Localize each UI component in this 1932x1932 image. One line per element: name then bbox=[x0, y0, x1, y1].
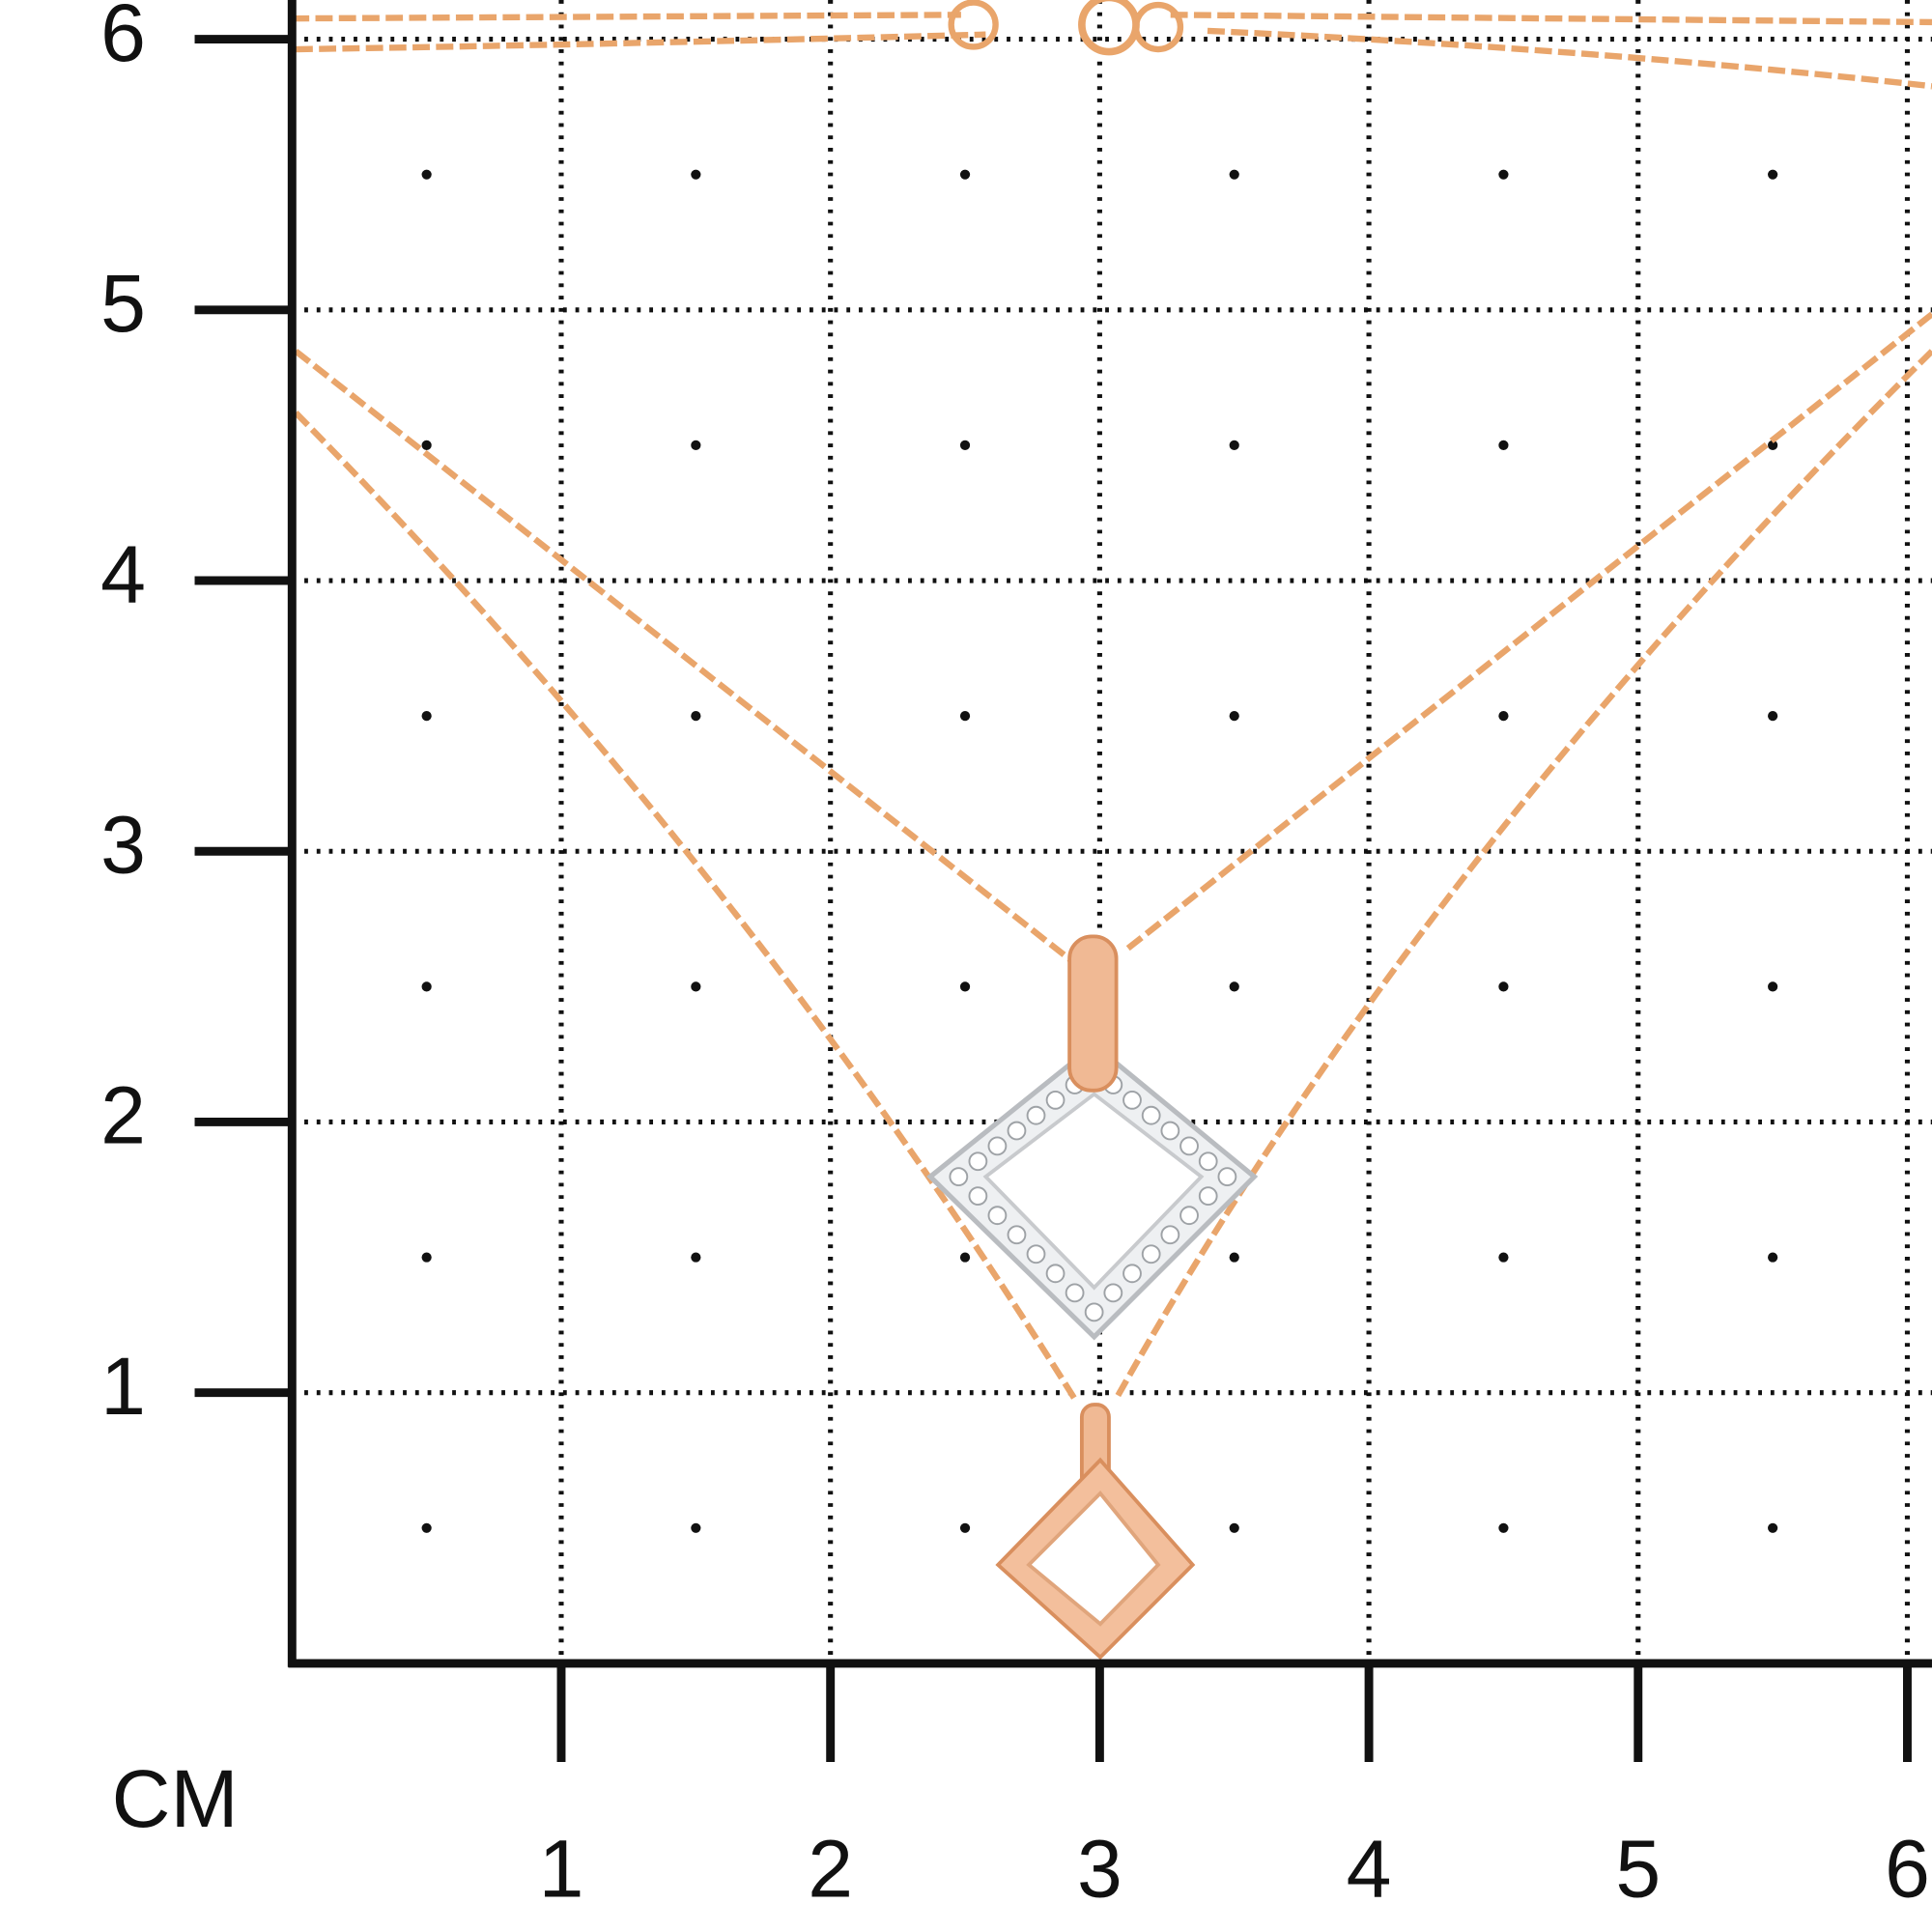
stone bbox=[1141, 1105, 1161, 1125]
grid-dot bbox=[1498, 169, 1509, 180]
stone bbox=[1160, 1225, 1180, 1245]
pendant bbox=[926, 934, 1259, 1341]
grid-dot bbox=[421, 711, 432, 722]
grid-dot bbox=[959, 1522, 971, 1533]
chain bbox=[293, 411, 1077, 1401]
grid-dot bbox=[1768, 440, 1778, 451]
stone bbox=[1198, 1151, 1218, 1172]
grid-dot bbox=[959, 711, 971, 722]
bail bbox=[1067, 934, 1119, 1093]
stone bbox=[1122, 1264, 1142, 1284]
chain bbox=[292, 12, 1932, 26]
stone bbox=[1084, 1302, 1104, 1322]
grid-dot bbox=[1498, 1522, 1509, 1533]
y-tick-label: 4 bbox=[100, 528, 146, 619]
grid-dot bbox=[959, 440, 971, 451]
clasp-ring bbox=[948, 0, 999, 50]
grid bbox=[292, 0, 1932, 1663]
grid-dot bbox=[1498, 981, 1509, 992]
grid-dot bbox=[1498, 440, 1509, 451]
stone bbox=[1065, 1283, 1085, 1303]
grid-dot bbox=[959, 1252, 971, 1263]
stone bbox=[1179, 1206, 1199, 1226]
grid-dot bbox=[1498, 711, 1509, 722]
grid-dot bbox=[421, 440, 432, 451]
stone bbox=[1007, 1121, 1027, 1141]
drop-pendant bbox=[995, 1403, 1196, 1661]
grid-dot bbox=[421, 1252, 432, 1263]
pendant-opening bbox=[982, 1092, 1205, 1291]
grid-dot bbox=[1229, 711, 1239, 722]
x-tick-label: 6 bbox=[1885, 1824, 1930, 1915]
x-tick-label: 5 bbox=[1615, 1824, 1661, 1915]
chain bbox=[294, 349, 1074, 964]
grid-dot bbox=[421, 1522, 432, 1533]
stone bbox=[1141, 1244, 1161, 1264]
stone bbox=[968, 1186, 988, 1207]
grid-dot bbox=[691, 1252, 701, 1263]
y-tick-label: 5 bbox=[100, 258, 146, 349]
x-tick-label: 3 bbox=[1077, 1824, 1122, 1915]
drop-opening bbox=[1026, 1491, 1161, 1627]
grid-dot bbox=[959, 169, 971, 180]
clasp-ring bbox=[1132, 1, 1184, 53]
chain bbox=[1125, 311, 1932, 952]
stone bbox=[1217, 1167, 1237, 1186]
grid-dot bbox=[1768, 169, 1778, 180]
grid-dot bbox=[1229, 981, 1239, 992]
stone bbox=[1007, 1225, 1027, 1245]
y-tick-label: 2 bbox=[100, 1070, 146, 1161]
grid-dot bbox=[421, 981, 432, 992]
grid-dot bbox=[1229, 1252, 1239, 1263]
grid-dot bbox=[421, 169, 432, 180]
stone bbox=[949, 1167, 969, 1186]
grid-dot bbox=[691, 1522, 701, 1533]
stone bbox=[987, 1206, 1008, 1226]
unit-label: CM bbox=[112, 1753, 239, 1844]
y-tick-label: 3 bbox=[100, 799, 146, 890]
stone bbox=[1160, 1121, 1180, 1141]
grid-dot bbox=[1229, 169, 1239, 180]
stone bbox=[1103, 1283, 1123, 1303]
grid-dot bbox=[691, 169, 701, 180]
grid-dot bbox=[1229, 440, 1239, 451]
grid-dot bbox=[1229, 1522, 1239, 1533]
axes: 1 2 3 4 5 6 1 2 3 4 5 6 CM bbox=[100, 0, 1932, 1915]
stone bbox=[1179, 1136, 1199, 1156]
grid-dot bbox=[1768, 981, 1778, 992]
stone bbox=[1122, 1090, 1142, 1110]
x-tick-label: 1 bbox=[539, 1824, 584, 1915]
x-tick-label: 4 bbox=[1347, 1824, 1392, 1915]
y-tick-label: 1 bbox=[100, 1341, 146, 1432]
stone bbox=[1026, 1105, 1046, 1125]
stone bbox=[1026, 1244, 1046, 1264]
necklace bbox=[292, 0, 1932, 1401]
chain bbox=[1113, 349, 1932, 1401]
x-tick-label: 2 bbox=[808, 1824, 853, 1915]
grid-dot bbox=[959, 981, 971, 992]
grid-dot bbox=[1768, 1252, 1778, 1263]
grid-dot bbox=[691, 440, 701, 451]
y-tick-label: 6 bbox=[100, 0, 146, 78]
stone bbox=[987, 1136, 1008, 1156]
grid-dot bbox=[691, 711, 701, 722]
grid-dot bbox=[691, 981, 701, 992]
stone bbox=[1045, 1264, 1065, 1284]
grid-dot bbox=[1498, 1252, 1509, 1263]
stone bbox=[1045, 1090, 1065, 1110]
grid-dot bbox=[1768, 1522, 1778, 1533]
stone bbox=[1198, 1186, 1218, 1207]
stone bbox=[968, 1151, 988, 1172]
chain bbox=[296, 27, 1932, 90]
grid-dot bbox=[1768, 711, 1778, 722]
